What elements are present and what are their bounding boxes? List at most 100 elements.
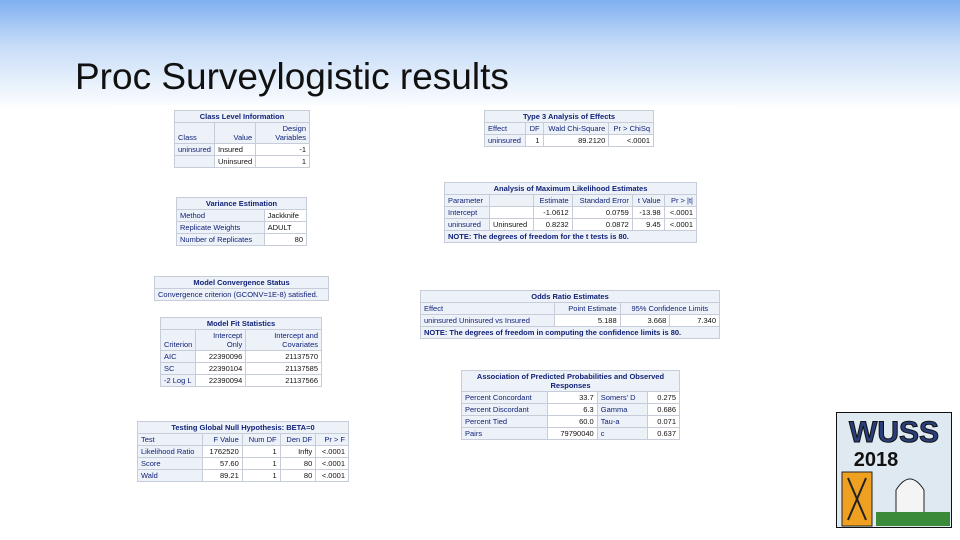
table-cell: 21137566 bbox=[245, 374, 322, 387]
table-cell: -1.0612 bbox=[533, 206, 573, 219]
table-cell: 6.3 bbox=[546, 403, 598, 416]
table-cell: Gamma bbox=[596, 403, 649, 416]
sas-table: Variance Estimation Method Jackknife Replic… bbox=[176, 197, 308, 246]
table-cell: -2 Log L bbox=[159, 374, 197, 387]
table-cell bbox=[174, 155, 215, 168]
table-cell: 0.275 bbox=[647, 391, 680, 404]
table-cell: 22390094 bbox=[195, 374, 247, 387]
table-row: Percent Tied 60.0 Tau-a 0.071 bbox=[461, 415, 680, 428]
table-cell: 60.0 bbox=[546, 415, 598, 428]
table-row: Percent Concordant 33.7 Somers' D 0.275 bbox=[461, 391, 680, 404]
table-cell: Replicate Weights bbox=[176, 221, 265, 234]
table-title: Association of Predicted Probabilities a… bbox=[461, 370, 680, 392]
table-cell: Likelihood Ratio bbox=[136, 445, 204, 458]
title-row: Association of Predicted Probabilities a… bbox=[461, 370, 680, 392]
title-row: Model Convergence Status bbox=[154, 276, 329, 289]
table-cell: 57.60 bbox=[202, 457, 243, 470]
table-cell: Uninsured bbox=[213, 155, 257, 168]
table-row: uninsured 1 89.2120 <.0001 bbox=[483, 134, 654, 147]
logo-truss bbox=[847, 477, 867, 521]
title-row: Odds Ratio Estimates bbox=[420, 290, 720, 303]
table-title: Model Convergence Status bbox=[154, 276, 329, 289]
header-cell: Pr > ChiSq bbox=[608, 122, 654, 135]
table-cell: Uninsured bbox=[488, 218, 535, 231]
table-cell: 1 bbox=[241, 445, 281, 458]
sas-table: Association of Predicted Probabilities a… bbox=[461, 370, 680, 440]
table-cell: 3.668 bbox=[619, 314, 671, 327]
title-row: Model Fit Statistics bbox=[160, 317, 322, 330]
table-title: Odds Ratio Estimates bbox=[420, 290, 720, 303]
table-cell: Percent Tied bbox=[461, 415, 548, 428]
left-panel: Class Level Information Class Value Design … bbox=[108, 105, 370, 510]
table-cell: 21137585 bbox=[245, 362, 322, 375]
table-cell: Wald bbox=[136, 469, 204, 482]
table-row: Intercept -1.0612 0.0759 -13.98 <.0001 bbox=[444, 206, 698, 219]
table-cell: -1 bbox=[255, 143, 310, 156]
table-cell: Insured bbox=[213, 143, 257, 156]
header-cell: Standard Error bbox=[571, 194, 633, 207]
logo-text: WUSS bbox=[849, 416, 939, 449]
header-cell: Criterion bbox=[159, 329, 197, 351]
note-row: NOTE: The degrees of freedom for the t t… bbox=[444, 230, 697, 243]
table-cell bbox=[488, 206, 535, 219]
header-cell: Value bbox=[213, 122, 257, 144]
sas-table: Model Convergence Status Convergence crit… bbox=[154, 276, 329, 301]
table-cell: 1 bbox=[241, 457, 281, 470]
header-cell: Intercept Only bbox=[195, 329, 247, 351]
sas-table: Odds Ratio Estimates Effect Point Estimate… bbox=[420, 290, 721, 339]
table-cell: 0.637 bbox=[647, 427, 680, 440]
table-cell: 79790040 bbox=[546, 427, 598, 440]
table-cell: 5.188 bbox=[553, 314, 621, 327]
header-row: Effect Point Estimate 95% Confidence Limit… bbox=[420, 302, 721, 315]
table-row: Method Jackknife bbox=[176, 209, 308, 222]
table-cell: 89.2120 bbox=[542, 134, 610, 147]
table-cell: Intercept bbox=[444, 206, 490, 219]
header-cell: Den DF bbox=[279, 433, 317, 446]
table-row: uninsured Uninsured 0.8232 0.0872 9.45 <.0001 bbox=[444, 218, 698, 231]
table-cell: 9.45 bbox=[631, 218, 665, 231]
sas-table: Testing Global Null Hypothesis: BETA=0 Te… bbox=[136, 421, 349, 482]
table-cell: 80 bbox=[279, 457, 317, 470]
table-row: Score 57.60 1 80 <.0001 bbox=[136, 457, 349, 470]
right-panel: Type 3 Analysis of Effects Effect DF Wald C… bbox=[403, 105, 738, 475]
table-cell: c bbox=[596, 427, 649, 440]
table-cell: 21137570 bbox=[245, 350, 322, 363]
table-cell: 1 bbox=[525, 134, 544, 147]
table-cell: Score bbox=[136, 457, 204, 470]
table-cell: SC bbox=[159, 362, 197, 375]
header-cell: Estimate bbox=[533, 194, 573, 207]
table-cell: ADULT bbox=[263, 221, 308, 234]
title-row: Analysis of Maximum Likelihood Estimates bbox=[444, 182, 697, 195]
table-title: Class Level Information bbox=[174, 110, 310, 123]
table-cell: <.0001 bbox=[315, 469, 349, 482]
header-cell: Parameter bbox=[444, 194, 490, 207]
title-row: Testing Global Null Hypothesis: BETA=0 bbox=[137, 421, 349, 434]
table-row: Convergence criterion (GCONV=1E-8) satis… bbox=[154, 288, 329, 301]
table-row: AIC 22390096 21137570 bbox=[159, 350, 322, 363]
table-cell: Percent Concordant bbox=[461, 391, 548, 404]
table-title: Type 3 Analysis of Effects bbox=[484, 110, 654, 123]
table-cell: Infty bbox=[279, 445, 317, 458]
table-cell: uninsured bbox=[444, 218, 490, 231]
table-cell: Tau-a bbox=[596, 415, 649, 428]
sas-table: Analysis of Maximum Likelihood Estimates… bbox=[444, 182, 698, 243]
table-cell: 0.0759 bbox=[571, 206, 633, 219]
header-row: Test F Value Num DF Den DF Pr > F bbox=[136, 433, 349, 446]
table-row: Number of Replicates 80 bbox=[176, 233, 308, 246]
logo-capitol bbox=[895, 478, 925, 523]
header-cell: Effect bbox=[483, 122, 527, 135]
table-row: Pairs 79790040 c 0.637 bbox=[461, 427, 680, 440]
sas-table: Model Fit Statistics Criterion Intercept O… bbox=[159, 317, 322, 387]
table-cell: 33.7 bbox=[546, 391, 598, 404]
table-row: uninsured Uninsured vs Insured 5.188 3.668… bbox=[420, 314, 720, 327]
table-cell: 1 bbox=[255, 155, 310, 168]
logo-year: 2018 bbox=[854, 449, 899, 471]
table-row: Percent Discordant 6.3 Gamma 0.686 bbox=[461, 403, 680, 416]
table-title: Testing Global Null Hypothesis: BETA=0 bbox=[137, 421, 349, 434]
table-row: Uninsured 1 bbox=[174, 155, 310, 168]
table-cell: 0.8232 bbox=[533, 218, 573, 231]
header-cell: Pr > F bbox=[315, 433, 349, 446]
header-cell: Design Variables bbox=[255, 122, 310, 144]
table-title: Variance Estimation bbox=[176, 197, 307, 210]
